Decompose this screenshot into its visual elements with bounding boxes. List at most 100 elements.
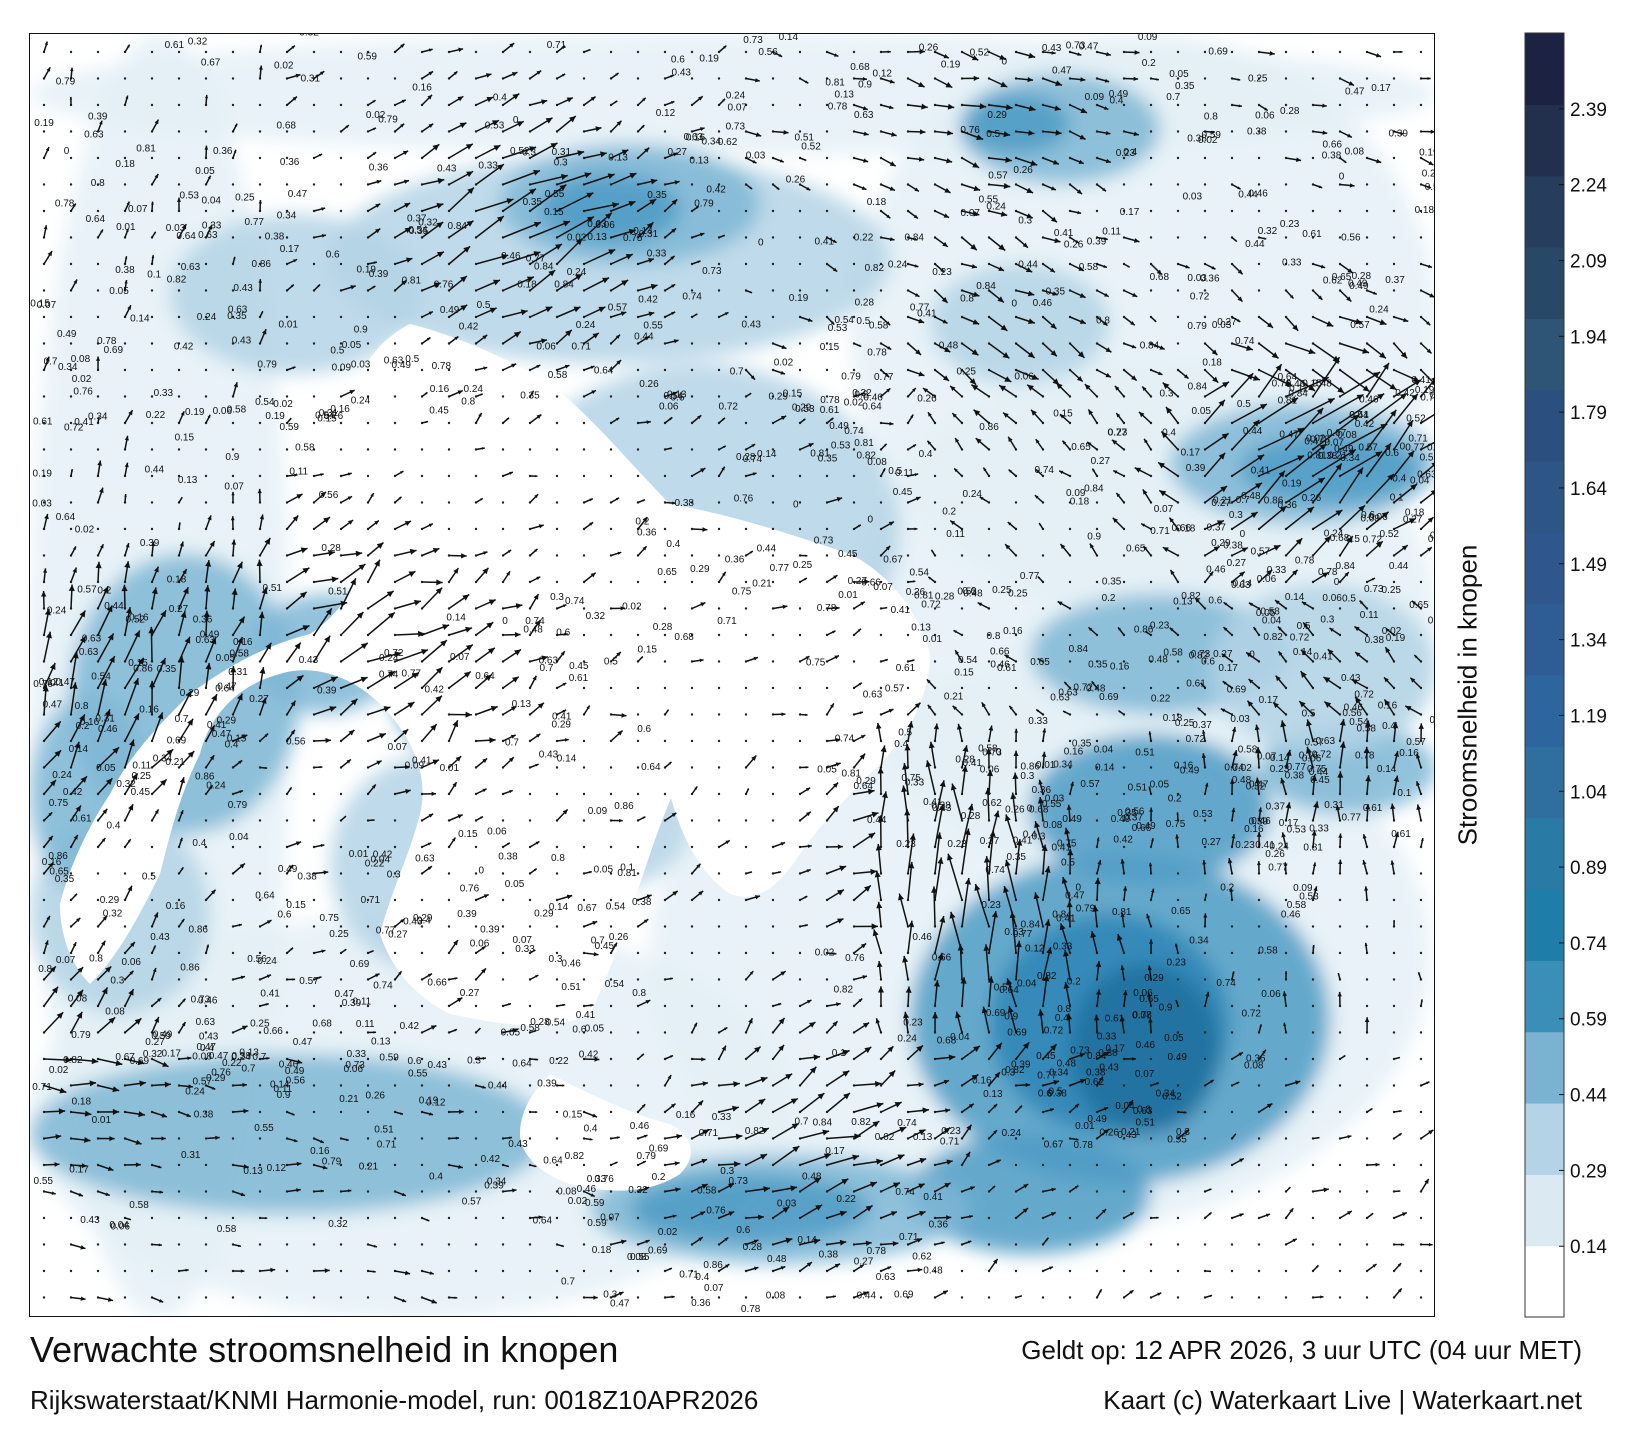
current-arrow [949,520,963,530]
speed-value-label: 0.77 [1405,443,1425,454]
current-speed-map[interactable]: 0.13 0.26 0.73 0.33 0.19 0 0.12 0.47 0.09 0.38 0.7… [29,33,1435,1317]
current-arrow [448,95,464,106]
speed-value-label: 0.47 [212,729,232,740]
speed-value-label: 0.14 [1233,578,1253,589]
current-arrow [1420,546,1433,557]
current-arrow [907,473,919,477]
speed-value-label: 0.75 [49,798,69,809]
speed-value-label: 0.72 [1354,689,1374,700]
speed-value-label: 0.58 [869,321,889,332]
speed-value-label: 0.2 [942,507,956,518]
speed-value-label: 0.39 [1389,128,1409,139]
current-arrow [286,493,303,504]
speed-value-label: 0.76 [706,1206,726,1217]
current-arrow [988,316,1008,332]
current-arrow [907,236,918,241]
current-arrow [1366,409,1397,450]
current-arrow [1042,183,1057,191]
speed-value-label: 0.63 [84,129,104,140]
current-arrow [1366,289,1378,295]
speed-value-label: 0.46 [1281,909,1301,920]
current-arrow [961,210,980,217]
current-arrow [922,387,936,398]
speed-value-label: 0.39 [140,538,160,549]
colorbar-band [1525,104,1564,177]
speed-value-label: 0.03 [1230,714,1250,725]
current-arrow [637,147,650,159]
current-arrow [907,580,916,583]
colorbar-band [1525,603,1564,676]
speed-value-label: 0.69 [1227,684,1247,695]
current-arrow [502,42,515,53]
current-arrow [1339,450,1383,477]
speed-value-label: 0.03 [351,360,371,371]
speed-value-label: 0.4 [200,1043,214,1054]
speed-value-label: 0.34 [153,754,173,765]
speed-value-label: 0.51 [561,982,581,993]
current-arrow [1231,77,1241,81]
current-arrow [1112,517,1125,530]
current-arrow [745,289,753,294]
current-arrow [1015,342,1036,359]
current-arrow [448,304,468,318]
current-arrow [1204,519,1225,530]
speed-value-label: 0.43 [508,1139,528,1150]
speed-value-label: 0 [64,146,70,157]
current-arrow [529,338,548,345]
speed-value-label: 0.58 [295,442,315,453]
colorbar-label: Stroomsnelheid in knopen [1448,545,1488,846]
current-arrow [907,527,918,531]
speed-value-label: 0.64 [533,1215,553,1226]
current-arrow [1285,407,1324,451]
speed-value-label: 0.46 [577,1184,597,1195]
speed-value-label: 0.34 [1049,1068,1069,1079]
current-arrow [1366,51,1382,58]
current-arrow [97,460,102,477]
speed-value-label: 0.15 [286,900,306,911]
colorbar-tick-label: 1.04 [1570,782,1607,803]
current-arrow [799,316,813,322]
speed-value-label: 0.19 [1282,478,1302,489]
speed-value-label: 0.06 [1261,989,1281,1000]
page-title: Verwachte stroomsnelheid in knopen [30,1329,619,1370]
speed-value-label: 0.05 [1164,1033,1184,1044]
current-arrow [1096,289,1110,298]
speed-value-label: 0.24 [1269,841,1289,852]
speed-value-label: 0 [1339,171,1345,182]
speed-value-label: 0.36 [213,146,233,157]
speed-value-label: 0.35 [227,311,247,322]
current-arrow [1143,438,1152,450]
speed-value-label: 0.22 [836,1194,856,1205]
current-arrow [1339,571,1350,583]
speed-value-label: 0.11 [132,760,151,771]
speed-value-label: 0.04 [109,1220,129,1231]
speed-value-label: 0.47 [288,189,308,200]
current-arrow [1258,505,1288,530]
speed-value-label: 0.65 [657,567,677,578]
speed-value-label: 0.54 [605,979,625,990]
current-arrow [1069,183,1083,195]
colorbar-band [1525,532,1564,605]
speed-value-label: 0.63 [415,854,435,865]
current-arrow [1165,406,1179,424]
speed-value-label: 0 [1334,577,1340,588]
current-arrow [367,99,376,106]
speed-value-label: 0.13 [178,475,198,486]
speed-value-label: 0.48 [802,1172,822,1183]
speed-value-label: 0.4 [225,740,239,751]
current-arrow [961,75,980,81]
speed-value-label: 0.79 [228,800,248,811]
speed-value-label: 0.81 [810,449,830,460]
speed-value-label: 0.73 [191,995,211,1006]
speed-value-label: 0.34 [1156,1088,1176,1099]
speed-value-label: 0.02 [273,399,293,410]
speed-value-label: 0.86 [1021,761,1041,772]
current-arrow [286,642,302,662]
speed-value-label: 0.8 [1096,315,1110,326]
speed-value-label: 0.67 [115,1052,135,1063]
current-arrow [95,561,102,583]
current-arrow [880,130,897,137]
current-arrow [286,366,296,371]
speed-value-label: 0.41 [815,237,835,248]
current-arrow [1008,469,1017,477]
